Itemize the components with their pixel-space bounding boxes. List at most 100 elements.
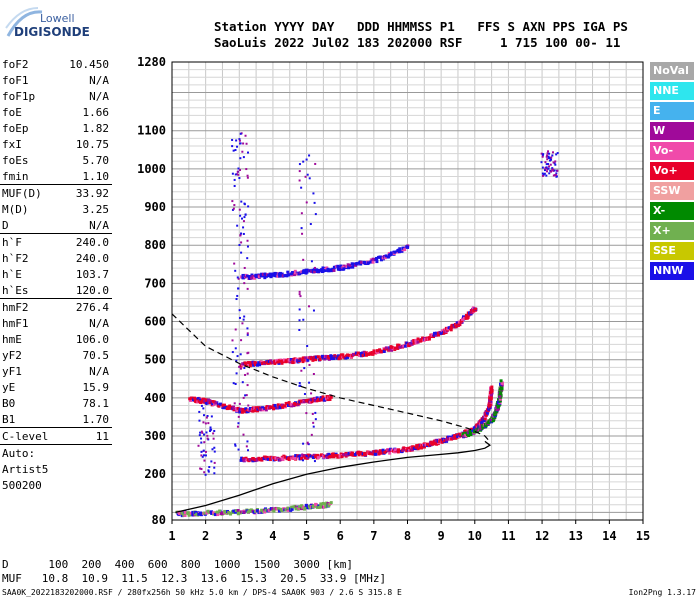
echo-point xyxy=(361,351,365,355)
echo-point xyxy=(378,449,382,453)
legend-item: W xyxy=(650,122,694,140)
echo-point xyxy=(265,455,269,459)
echo-point xyxy=(305,454,308,457)
echo-point xyxy=(238,365,241,368)
echo-point xyxy=(314,358,318,362)
echo-point xyxy=(484,413,488,417)
echo-point xyxy=(498,399,502,403)
echo-point xyxy=(335,356,339,360)
echo-point xyxy=(550,170,553,173)
echo-point xyxy=(454,324,458,328)
echo-point xyxy=(242,220,245,223)
echo-point xyxy=(412,341,416,345)
echo-point xyxy=(239,367,242,370)
echo-point xyxy=(249,361,253,365)
echo-point xyxy=(410,342,414,346)
param-value: 1.82 xyxy=(82,122,110,135)
echo-point xyxy=(203,511,207,515)
echo-point xyxy=(287,401,291,405)
x-tick-label: 14 xyxy=(602,529,616,543)
echo-point xyxy=(239,407,243,411)
echo-point xyxy=(264,457,268,461)
legend-item: NNE xyxy=(650,82,694,100)
echo-point xyxy=(232,382,235,385)
echo-point xyxy=(228,404,232,408)
echo-point xyxy=(282,358,286,362)
echo-point xyxy=(257,275,261,279)
echo-point xyxy=(273,361,277,365)
echo-point xyxy=(308,154,311,157)
echo-point xyxy=(357,351,361,355)
echo-point xyxy=(278,359,282,363)
echo-point xyxy=(180,511,184,515)
echo-point xyxy=(242,226,245,229)
param-row: M(D) 3.25 xyxy=(0,201,112,217)
echo-point xyxy=(313,355,317,359)
echo-point xyxy=(357,453,361,457)
echo-point xyxy=(242,433,245,436)
echo-point xyxy=(553,169,556,172)
echo-point xyxy=(199,467,202,470)
echo-point xyxy=(280,361,284,365)
echo-point xyxy=(200,454,203,457)
echo-point xyxy=(210,511,214,515)
echo-point xyxy=(464,313,468,317)
echo-point xyxy=(254,409,258,413)
echo-point xyxy=(293,457,297,461)
echo-point xyxy=(311,358,315,362)
echo-point xyxy=(470,427,474,431)
echo-point xyxy=(314,162,317,165)
echo-point xyxy=(556,152,559,155)
echo-point xyxy=(393,346,397,350)
echo-point xyxy=(261,408,265,412)
echo-point xyxy=(398,449,402,453)
echo-point xyxy=(210,510,214,514)
param-row: hmE 106.0 xyxy=(0,331,112,347)
echo-point xyxy=(325,356,329,360)
echo-point xyxy=(341,353,345,357)
echo-point xyxy=(285,274,289,278)
echo-point xyxy=(541,172,544,175)
echo-point xyxy=(471,429,475,433)
echo-point xyxy=(299,295,302,298)
echo-point xyxy=(241,381,244,384)
echo-point xyxy=(290,507,294,511)
echo-point xyxy=(314,418,317,421)
echo-point xyxy=(211,400,215,404)
echo-point xyxy=(310,433,313,436)
param-value: N/A xyxy=(89,365,109,378)
y-tick-label: 500 xyxy=(144,353,166,367)
echo-point xyxy=(422,445,426,449)
echo-point xyxy=(240,339,243,342)
echo-point xyxy=(264,408,268,412)
echo-point xyxy=(547,150,550,153)
echo-point xyxy=(379,258,383,262)
echo-point xyxy=(325,456,329,460)
echo-point xyxy=(245,168,248,171)
echo-point xyxy=(314,213,317,216)
param-row: 500200 xyxy=(0,477,112,493)
echo-point xyxy=(234,510,238,514)
echo-point xyxy=(234,406,238,410)
echo-point xyxy=(302,401,305,404)
echo-point xyxy=(546,168,549,171)
echo-point xyxy=(371,352,375,356)
echo-point xyxy=(305,158,308,161)
echo-point xyxy=(234,444,237,447)
echo-point xyxy=(308,177,311,180)
echo-point xyxy=(242,318,245,321)
param-label: hmF1 xyxy=(2,317,29,330)
echo-point xyxy=(342,267,346,271)
echo-point xyxy=(203,399,207,403)
echo-point xyxy=(368,352,372,356)
echo-point xyxy=(209,399,212,402)
echo-point xyxy=(364,351,368,355)
echo-point xyxy=(213,429,216,432)
echo-point xyxy=(312,373,315,376)
echo-point xyxy=(284,359,288,363)
echo-point xyxy=(242,459,246,463)
echo-point xyxy=(361,452,365,456)
echo-point xyxy=(247,404,250,407)
echo-point xyxy=(269,274,273,278)
echo-point xyxy=(402,446,406,450)
